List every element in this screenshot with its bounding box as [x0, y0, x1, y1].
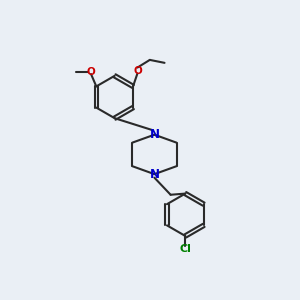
Text: N: N: [149, 128, 159, 141]
Text: O: O: [133, 66, 142, 76]
Text: Cl: Cl: [179, 244, 191, 254]
Text: N: N: [149, 168, 159, 181]
Text: O: O: [87, 67, 95, 77]
